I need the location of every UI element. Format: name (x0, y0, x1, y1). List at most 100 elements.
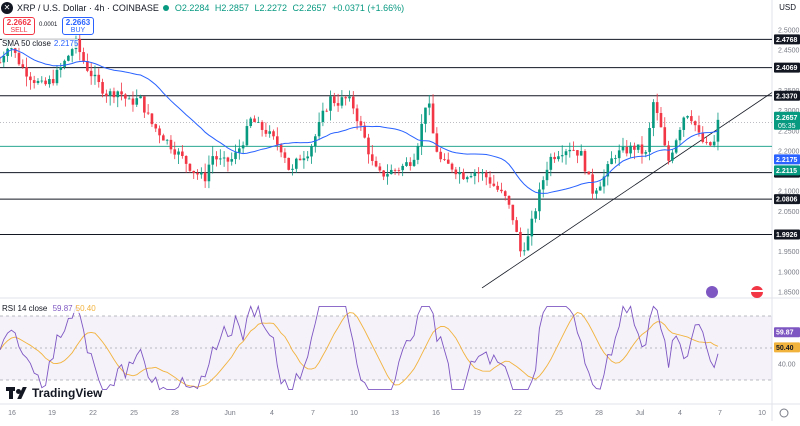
x-tick-label: Jun (224, 410, 235, 417)
candle-body (211, 156, 215, 165)
candle-body (249, 118, 253, 127)
buy-button[interactable]: 2.2663 BUY (62, 17, 94, 35)
candle-body (614, 158, 617, 159)
candle-body (401, 165, 404, 171)
level-label: 2.0806 (776, 197, 798, 204)
candle-body (245, 126, 249, 146)
candle-body (63, 60, 66, 68)
candle-body (545, 169, 549, 181)
candle-body (143, 96, 146, 113)
candle-body (283, 152, 287, 158)
candle-body (291, 168, 294, 170)
candle-body (477, 172, 480, 174)
candle-body (420, 123, 423, 147)
candle-body (636, 144, 640, 150)
candle-body (427, 103, 431, 108)
sma-tag (774, 154, 800, 165)
candle-body (655, 102, 659, 114)
candle-body (363, 125, 366, 138)
candle-body (416, 146, 420, 160)
rsi-legend[interactable]: RSI 14 close 59.87 50.40 (2, 304, 96, 313)
candle-body (682, 117, 686, 130)
candle-body (443, 159, 446, 161)
candle-body (112, 91, 116, 98)
current-price-label: 2.2657 (776, 115, 798, 122)
candle-body (219, 158, 222, 160)
candle-body (538, 189, 541, 212)
candle-body (576, 150, 579, 156)
level-label: 2.3370 (776, 93, 798, 100)
candle-body (169, 139, 173, 150)
candle-body (13, 48, 17, 53)
candle-body (203, 172, 207, 182)
candle-body (583, 151, 587, 172)
candle-body (302, 158, 306, 161)
candle-body (564, 151, 568, 156)
x-tick-label: 22 (514, 410, 522, 417)
candle-body (515, 220, 518, 232)
candle-body (435, 133, 439, 152)
candle-body (317, 121, 321, 137)
candle-body (298, 158, 302, 161)
candle-body (530, 218, 534, 237)
candle-body (184, 155, 188, 164)
candle-body (389, 169, 393, 175)
sma-legend[interactable]: SMA 50 close 2.2175 (2, 39, 79, 48)
candle-body (663, 127, 667, 146)
candle-body (295, 158, 298, 169)
x-tick-label: 19 (473, 410, 481, 417)
symbol-icon[interactable]: ✕ (1, 2, 13, 14)
candle-body (196, 172, 199, 175)
candle-body (393, 169, 397, 171)
candle-body (2, 56, 6, 63)
candle-body (500, 189, 503, 192)
candle-body (139, 96, 142, 99)
candle-body (238, 148, 241, 153)
candle-body (116, 91, 120, 98)
countdown-label: 05:35 (778, 123, 796, 130)
currency-label[interactable]: USD (779, 3, 796, 12)
candle-body (181, 151, 184, 156)
candle-body (78, 38, 82, 53)
candle-body (431, 103, 435, 134)
candle-body (553, 156, 556, 160)
y-tick-label: 1.9500 (778, 249, 800, 256)
candle-body (93, 74, 97, 77)
symbol-title[interactable]: XRP / U.S. Dollar · 4h · COINBASE (17, 3, 159, 13)
candle-body (598, 186, 602, 191)
x-tick-label: 16 (8, 410, 16, 417)
candle-body (693, 121, 697, 126)
candle-body (36, 80, 40, 83)
candle-body (86, 61, 89, 71)
sell-button[interactable]: 2.2662 SELL (3, 17, 35, 35)
candle-body (690, 116, 693, 122)
candle-body (234, 152, 237, 160)
candle-body (135, 98, 139, 105)
candle-body (462, 172, 465, 180)
y-tick-label: 2.5000 (778, 28, 800, 35)
candle-body (55, 69, 59, 84)
candle-body (408, 162, 412, 166)
candle-body (348, 96, 351, 99)
symbol-header: ✕ XRP / U.S. Dollar · 4h · COINBASE O2.2… (0, 0, 407, 16)
x-tick-label: 22 (89, 410, 97, 417)
candle-body (648, 127, 651, 153)
candle-body (48, 79, 51, 85)
candle-body (264, 129, 268, 134)
candle-body (659, 113, 663, 128)
candle-body (329, 96, 332, 111)
candle-body (150, 113, 154, 125)
level-label: 2.4069 (776, 65, 798, 72)
candle-body (709, 142, 712, 146)
tradingview-logo-icon (6, 387, 28, 399)
flag-stripe (751, 290, 763, 292)
candle-body (484, 172, 488, 178)
candle-body (465, 177, 469, 180)
candle-body (154, 124, 158, 129)
candle-body (97, 74, 101, 83)
candle-body (310, 146, 313, 157)
candle-body (640, 144, 644, 154)
y-tick-label: 2.4500 (778, 48, 800, 55)
